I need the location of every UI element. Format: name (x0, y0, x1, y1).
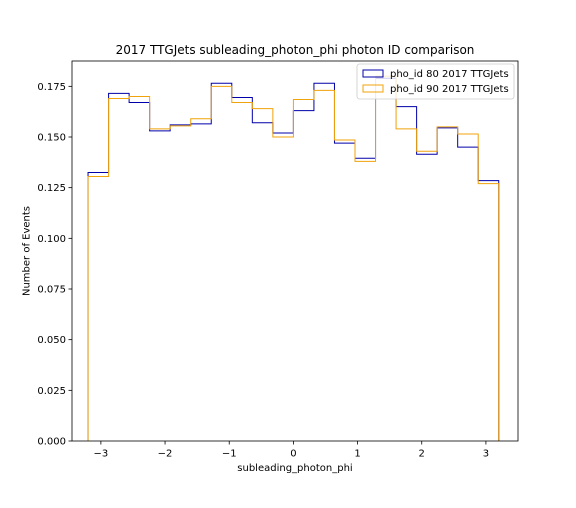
x-tick-label: 2 (419, 449, 425, 460)
series-2-histogram (87, 75, 500, 441)
y-tick-label: 0.050 (37, 335, 66, 346)
x-tick-label: −1 (222, 449, 237, 460)
x-tick-label: −3 (94, 449, 109, 460)
legend-swatch-2 (362, 84, 384, 93)
x-tick-label: 1 (354, 449, 360, 460)
legend-box (356, 63, 515, 100)
x-axis-label: subleading_photon_phi (237, 463, 352, 474)
axes-frame (71, 60, 519, 442)
legend-label-1: pho_id 80 2017 TTGJets (390, 69, 509, 80)
y-tick-label: 0.100 (37, 234, 66, 245)
plot-area: −3 −2 −1 0 1 2 3 0.000 0.025 0.050 0.075 0.100 0.125… (37, 60, 519, 460)
legend: pho_id 80 2017 TTGJets pho_id 90 2017 TTG… (356, 63, 515, 100)
x-tick-label: 3 (483, 449, 489, 460)
y-tick-label: 0.125 (37, 183, 66, 194)
y-axis-label: Number of Events (22, 206, 33, 296)
chart-title: 2017 TTGJets subleading_photon_phi photo… (116, 43, 475, 57)
y-tick-label: 0.000 (37, 437, 66, 448)
x-tick-label: 0 (290, 449, 296, 460)
x-tick-label: −2 (158, 449, 173, 460)
legend-swatch-1 (362, 69, 384, 78)
y-tick-label: 0.075 (37, 285, 66, 296)
y-tick-label: 0.025 (37, 386, 66, 397)
legend-label-2: pho_id 90 2017 TTGJets (390, 84, 509, 95)
y-tick-label: 0.175 (37, 82, 66, 93)
y-tick-label: 0.150 (37, 133, 66, 144)
